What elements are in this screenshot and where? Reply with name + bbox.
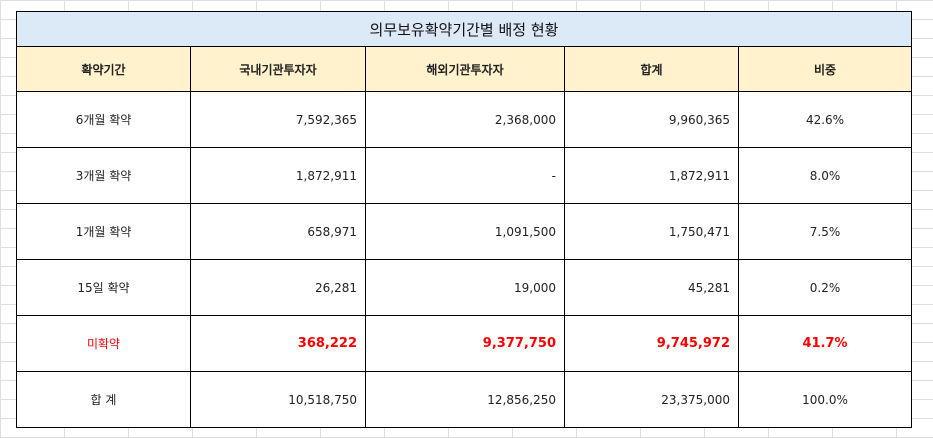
total-cell[interactable]: 45,281 bbox=[564, 259, 739, 316]
allocation-table: 의무보유확약기간별 배정 현황 확약기간 국내기관투자자 해외기관투자자 합계 … bbox=[16, 11, 912, 428]
header-total[interactable]: 합계 bbox=[564, 46, 739, 92]
table-row: 15일 확약 26,281 19,000 45,281 0.2% bbox=[16, 259, 912, 316]
domestic-cell[interactable]: 26,281 bbox=[190, 259, 366, 316]
table-title[interactable]: 의무보유확약기간별 배정 현황 bbox=[16, 11, 912, 47]
ratio-cell[interactable]: 41.7% bbox=[738, 315, 912, 372]
ratio-cell[interactable]: 8.0% bbox=[738, 147, 912, 204]
total-cell[interactable]: 1,750,471 bbox=[564, 203, 739, 260]
foreign-cell[interactable]: 2,368,000 bbox=[365, 91, 565, 148]
foreign-cell[interactable]: 12,856,250 bbox=[365, 371, 565, 428]
domestic-cell[interactable]: 10,518,750 bbox=[190, 371, 366, 428]
foreign-cell[interactable]: - bbox=[365, 147, 565, 204]
period-cell[interactable]: 15일 확약 bbox=[16, 259, 191, 316]
foreign-cell[interactable]: 9,377,750 bbox=[365, 315, 565, 372]
period-cell[interactable]: 3개월 확약 bbox=[16, 147, 191, 204]
total-cell[interactable]: 23,375,000 bbox=[564, 371, 739, 428]
domestic-cell[interactable]: 7,592,365 bbox=[190, 91, 366, 148]
ratio-cell[interactable]: 0.2% bbox=[738, 259, 912, 316]
total-cell[interactable]: 9,745,972 bbox=[564, 315, 739, 372]
period-cell[interactable]: 미확약 bbox=[16, 315, 191, 372]
ratio-cell[interactable]: 42.6% bbox=[738, 91, 912, 148]
table-row: 1개월 확약 658,971 1,091,500 1,750,471 7.5% bbox=[16, 203, 912, 260]
period-cell[interactable]: 1개월 확약 bbox=[16, 203, 191, 260]
header-ratio[interactable]: 비중 bbox=[738, 46, 912, 92]
total-cell[interactable]: 1,872,911 bbox=[564, 147, 739, 204]
domestic-cell[interactable]: 1,872,911 bbox=[190, 147, 366, 204]
table-row: 3개월 확약 1,872,911 - 1,872,911 8.0% bbox=[16, 147, 912, 204]
foreign-cell[interactable]: 1,091,500 bbox=[365, 203, 565, 260]
header-period[interactable]: 확약기간 bbox=[16, 46, 191, 92]
domestic-cell[interactable]: 368,222 bbox=[190, 315, 366, 372]
foreign-cell[interactable]: 19,000 bbox=[365, 259, 565, 316]
period-cell[interactable]: 합 계 bbox=[16, 371, 191, 428]
table-row: 6개월 확약 7,592,365 2,368,000 9,960,365 42.… bbox=[16, 91, 912, 148]
ratio-cell[interactable]: 100.0% bbox=[738, 371, 912, 428]
table-row-total: 합 계 10,518,750 12,856,250 23,375,000 100… bbox=[16, 371, 912, 428]
header-foreign[interactable]: 해외기관투자자 bbox=[365, 46, 565, 92]
title-row: 의무보유확약기간별 배정 현황 bbox=[16, 11, 912, 47]
header-domestic[interactable]: 국내기관투자자 bbox=[190, 46, 366, 92]
table-row-unconfirmed: 미확약 368,222 9,377,750 9,745,972 41.7% bbox=[16, 315, 912, 372]
ratio-cell[interactable]: 7.5% bbox=[738, 203, 912, 260]
domestic-cell[interactable]: 658,971 bbox=[190, 203, 366, 260]
total-cell[interactable]: 9,960,365 bbox=[564, 91, 739, 148]
header-row: 확약기간 국내기관투자자 해외기관투자자 합계 비중 bbox=[16, 46, 912, 92]
period-cell[interactable]: 6개월 확약 bbox=[16, 91, 191, 148]
